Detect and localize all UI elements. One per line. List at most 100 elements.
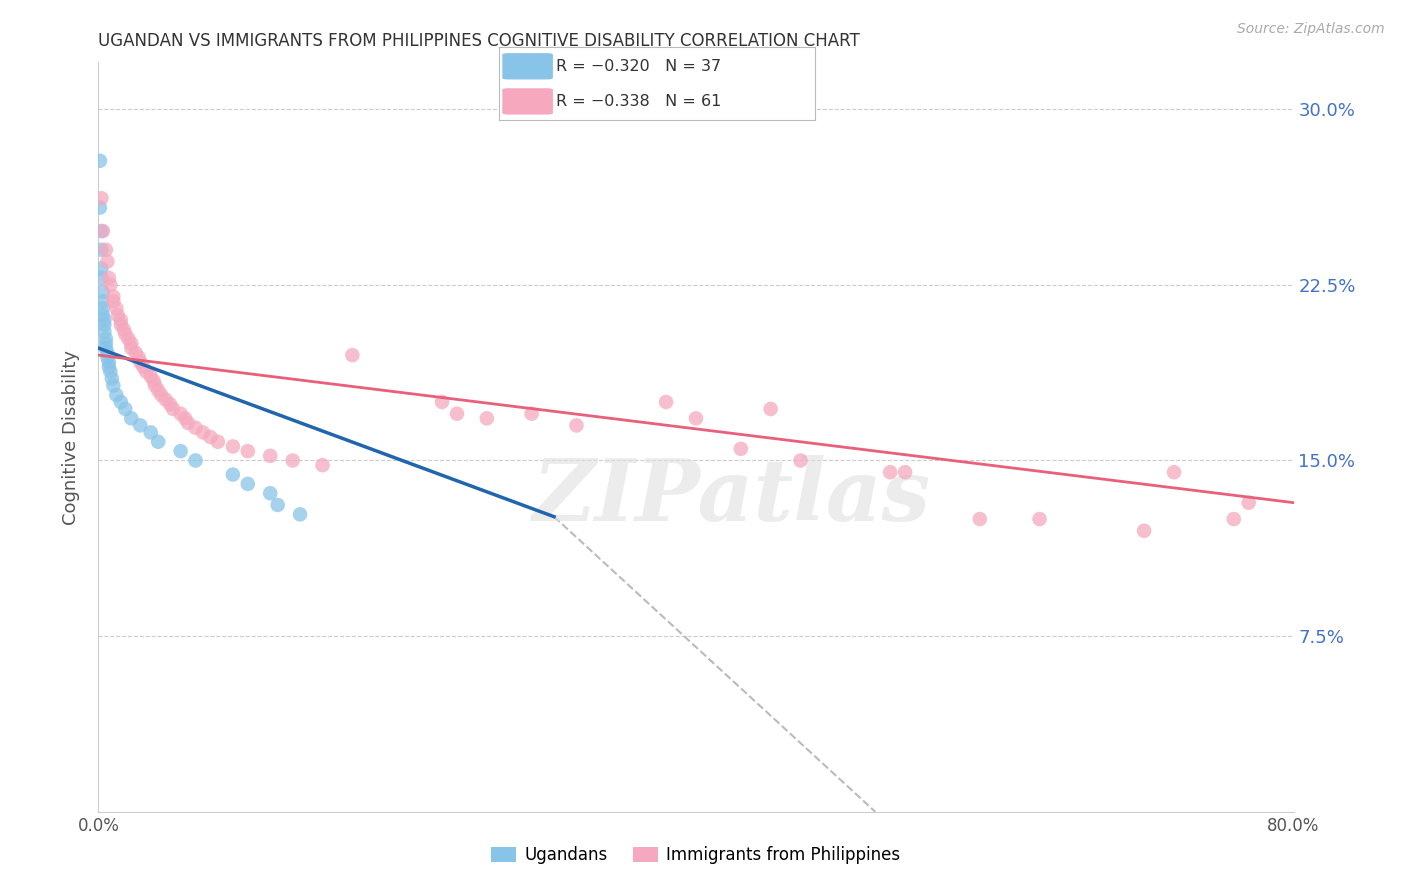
Point	[110, 395, 132, 409]
Point	[759, 401, 782, 416]
Point	[177, 416, 200, 430]
Point	[174, 411, 197, 425]
Point	[475, 411, 498, 425]
Point	[135, 364, 157, 378]
Point	[150, 388, 173, 402]
Point	[222, 467, 245, 482]
Point	[91, 308, 114, 322]
Text: R = −0.320   N = 37: R = −0.320 N = 37	[557, 59, 721, 74]
Point	[125, 345, 148, 359]
Point	[1163, 465, 1185, 479]
Point	[112, 322, 135, 336]
Point	[1223, 512, 1246, 526]
Point	[96, 345, 118, 359]
Point	[259, 449, 281, 463]
Point	[90, 261, 112, 276]
Point	[103, 378, 125, 392]
Point	[90, 191, 112, 205]
Point	[128, 351, 150, 365]
Point	[207, 434, 229, 449]
Point	[222, 440, 245, 453]
Point	[191, 425, 214, 440]
FancyBboxPatch shape	[502, 54, 553, 79]
Point	[120, 336, 142, 351]
Point	[142, 374, 165, 388]
Point	[91, 294, 114, 309]
FancyBboxPatch shape	[502, 88, 553, 114]
Point	[236, 476, 259, 491]
Point	[236, 444, 259, 458]
Text: R = −0.338   N = 61: R = −0.338 N = 61	[557, 94, 721, 109]
Point	[894, 465, 917, 479]
Point	[1133, 524, 1156, 538]
Point	[565, 418, 588, 433]
Point	[129, 418, 152, 433]
Legend: Ugandans, Immigrants from Philippines: Ugandans, Immigrants from Philippines	[485, 839, 907, 871]
Point	[105, 388, 128, 402]
Point	[103, 294, 125, 309]
Point	[685, 411, 707, 425]
Point	[105, 301, 128, 316]
Point	[96, 351, 118, 365]
Point	[107, 308, 129, 322]
Point	[200, 430, 222, 444]
Point	[155, 392, 177, 407]
Point	[114, 326, 136, 341]
Point	[288, 508, 311, 522]
Point	[132, 359, 155, 374]
Point	[120, 341, 142, 355]
Text: UGANDAN VS IMMIGRANTS FROM PHILIPPINES COGNITIVE DISABILITY CORRELATION CHART: UGANDAN VS IMMIGRANTS FROM PHILIPPINES C…	[98, 32, 860, 50]
Point	[162, 401, 184, 416]
Point	[110, 313, 132, 327]
Point	[94, 341, 117, 355]
Point	[110, 318, 132, 332]
Point	[520, 407, 543, 421]
Point	[93, 325, 115, 339]
Point	[117, 332, 139, 346]
Point	[101, 371, 124, 385]
Point	[169, 407, 191, 421]
Point	[97, 355, 120, 369]
Point	[120, 411, 142, 425]
Point	[93, 313, 115, 327]
Point	[969, 512, 991, 526]
Point	[655, 395, 678, 409]
Point	[311, 458, 333, 473]
Point	[90, 271, 112, 285]
Point	[93, 318, 115, 332]
Point	[91, 301, 114, 316]
Point	[89, 153, 111, 168]
Point	[184, 453, 207, 467]
Point	[1237, 495, 1260, 509]
Point	[90, 243, 112, 257]
Point	[139, 369, 162, 384]
Point	[98, 364, 122, 378]
Point	[114, 401, 136, 416]
Point	[342, 348, 364, 362]
Point	[97, 271, 120, 285]
Point	[90, 224, 112, 238]
Text: Source: ZipAtlas.com: Source: ZipAtlas.com	[1237, 22, 1385, 37]
Point	[281, 453, 304, 467]
Point	[259, 486, 281, 500]
Point	[267, 498, 290, 512]
Point	[94, 332, 117, 346]
Point	[143, 378, 166, 392]
Point	[184, 420, 207, 434]
Point	[91, 224, 114, 238]
Point	[139, 425, 162, 440]
Point	[103, 289, 125, 303]
Point	[159, 397, 181, 411]
Point	[169, 444, 191, 458]
Point	[98, 277, 122, 292]
Point	[730, 442, 752, 456]
Point	[430, 395, 453, 409]
Point	[1028, 512, 1050, 526]
Text: ZIPatlas: ZIPatlas	[533, 455, 931, 539]
Point	[94, 336, 117, 351]
Y-axis label: Cognitive Disability: Cognitive Disability	[62, 350, 80, 524]
Point	[129, 355, 152, 369]
Point	[148, 384, 170, 398]
Point	[789, 453, 811, 467]
Point	[148, 434, 170, 449]
